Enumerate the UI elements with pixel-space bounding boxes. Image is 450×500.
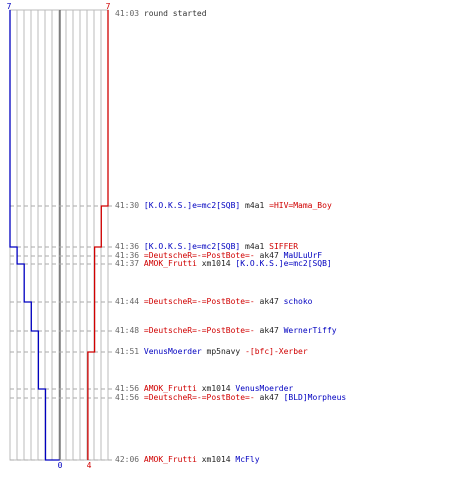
player-name: VenusMoerder — [143, 347, 202, 356]
event-row: 41:36 [K.O.K.S.]e=mc2[SQB] m4a1 SIFFER — [115, 243, 298, 251]
event-row: 41:36 =DeutscheR=-=PostBote=- ak47 MaULu… — [115, 252, 322, 260]
player-name: AMOK_Frutti — [143, 455, 197, 464]
player-name: [BLD]Morpheus — [283, 393, 347, 402]
event-time: 41:03 — [115, 9, 144, 18]
weapon-name: m4a1 — [240, 201, 270, 210]
score-label-blue-end: 0 — [58, 461, 63, 470]
player-name: =DeutscheR=-=PostBote=- — [143, 251, 255, 260]
event-time: 41:30 — [115, 201, 144, 210]
player-name: WernerTiffy — [283, 326, 337, 335]
event-time: 41:36 — [115, 251, 144, 260]
player-name: McFly — [235, 455, 260, 464]
player-name: MaULuUrF — [283, 251, 323, 260]
event-row: 42:06 AMOK_Frutti xm1014 McFly — [115, 456, 260, 464]
player-name: -[bfc]-Xerber — [245, 347, 308, 356]
event-row: 41:03 round started — [115, 10, 207, 18]
series-line-red — [87, 10, 109, 460]
weapon-name: xm1014 — [196, 384, 236, 393]
event-row: 41:37 AMOK_Frutti xm1014 [K.O.K.S.]e=mc2… — [115, 260, 332, 268]
player-name: VenusMoerder — [235, 384, 294, 393]
event-time: 42:06 — [115, 455, 144, 464]
score-label-red-end: 4 — [87, 461, 92, 470]
event-time: 41:56 — [115, 384, 144, 393]
weapon-name: mp5navy — [201, 347, 246, 356]
player-name: SIFFER — [269, 242, 299, 251]
event-time: 41:36 — [115, 242, 144, 251]
score-label-red-start: 7 — [106, 2, 111, 11]
player-name: AMOK_Frutti — [143, 259, 197, 268]
event-time: 41:51 — [115, 347, 144, 356]
score-label-blue-start: 7 — [7, 2, 12, 11]
weapon-name: ak47 — [254, 251, 284, 260]
player-name: =DeutscheR=-=PostBote=- — [143, 326, 255, 335]
weapon-name: m4a1 — [240, 242, 270, 251]
event-row: 41:30 [K.O.K.S.]e=mc2[SQB] m4a1 =HIV=Mam… — [115, 202, 332, 210]
event-row: 41:44 =DeutscheR=-=PostBote=- ak47 schok… — [115, 298, 313, 306]
weapon-name: ak47 — [254, 393, 284, 402]
player-name: AMOK_Frutti — [143, 384, 197, 393]
event-time: 41:56 — [115, 393, 144, 402]
event-time: 41:44 — [115, 297, 144, 306]
player-name: [K.O.K.S.]e=mc2[SQB] — [143, 242, 241, 251]
event-time: 41:48 — [115, 326, 144, 335]
event-row: 41:51 VenusMoerder mp5navy -[bfc]-Xerber — [115, 348, 308, 356]
event-row: 41:48 =DeutscheR=-=PostBote=- ak47 Werne… — [115, 327, 337, 335]
player-name: [K.O.K.S.]e=mc2[SQB] — [235, 259, 332, 268]
weapon-name: ak47 — [254, 297, 284, 306]
player-name: =DeutscheR=-=PostBote=- — [143, 297, 255, 306]
player-name: =DeutscheR=-=PostBote=- — [143, 393, 255, 402]
weapon-name: xm1014 — [196, 455, 236, 464]
event-time: 41:37 — [115, 259, 144, 268]
event-row: 41:56 AMOK_Frutti xm1014 VenusMoerder — [115, 385, 293, 393]
player-name: [K.O.K.S.]e=mc2[SQB] — [143, 201, 241, 210]
weapon-name: ak47 — [254, 326, 284, 335]
event-text: round started — [143, 9, 207, 18]
weapon-name: xm1014 — [196, 259, 236, 268]
player-name: schoko — [283, 297, 313, 306]
player-name: =HIV=Mama_Boy — [269, 201, 332, 210]
event-row: 41:56 =DeutscheR=-=PostBote=- ak47 [BLD]… — [115, 394, 346, 402]
series-line-blue — [9, 10, 60, 461]
